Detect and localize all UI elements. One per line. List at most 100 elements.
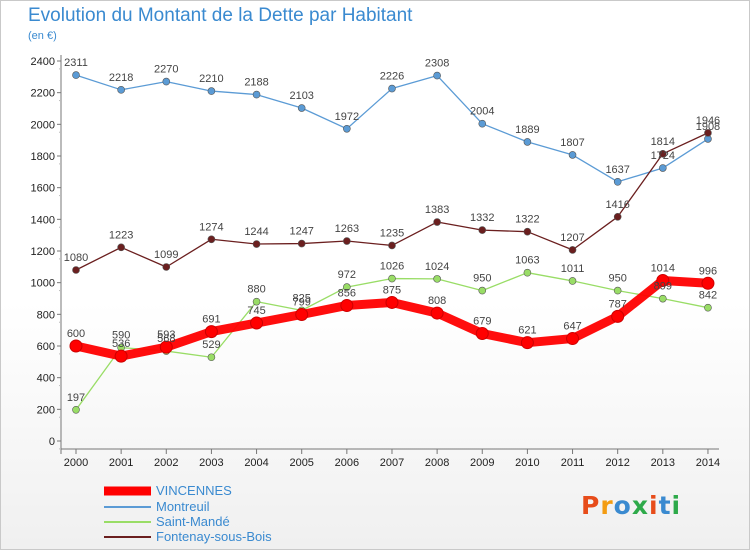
data-label: 536	[112, 338, 130, 350]
data-label: 593	[157, 329, 175, 341]
x-tick-label: 2005	[289, 457, 313, 469]
data-label: 2226	[380, 71, 404, 83]
data-label: 1416	[605, 199, 629, 211]
logo-letter: x	[631, 491, 649, 520]
logo-letter: o	[613, 491, 632, 520]
data-point	[343, 124, 351, 133]
x-tick-label: 2011	[561, 457, 585, 469]
data-label: 1274	[199, 221, 223, 233]
chart-title: Evolution du Montant de la Dette par Hab…	[28, 5, 413, 26]
data-label: 856	[338, 287, 356, 299]
data-point	[566, 332, 580, 346]
data-point	[701, 276, 715, 290]
data-label: 1946	[696, 115, 720, 127]
data-point	[343, 283, 351, 291]
data-label: 691	[202, 314, 220, 326]
data-point	[704, 303, 712, 312]
x-tick-label: 2009	[470, 457, 494, 469]
data-label: 1080	[64, 252, 88, 264]
data-label: 950	[473, 273, 491, 285]
data-point	[72, 266, 80, 274]
logo-letter: i	[649, 491, 659, 520]
data-point	[114, 349, 128, 363]
y-tick-label: 1600	[31, 183, 55, 195]
data-point	[207, 87, 216, 95]
data-point	[207, 353, 216, 362]
data-point	[613, 213, 622, 221]
chart-unit: (en €)	[28, 30, 57, 42]
data-point	[433, 71, 441, 80]
data-label: 1807	[560, 137, 584, 149]
data-point	[162, 263, 171, 271]
data-label: 529	[202, 339, 220, 351]
y-tick-label: 200	[37, 404, 55, 416]
x-tick-label: 2007	[380, 457, 404, 469]
data-label: 825	[293, 292, 311, 304]
data-label: 2004	[470, 106, 494, 118]
data-point	[613, 286, 622, 295]
data-label: 1637	[605, 164, 629, 176]
x-tick-label: 2014	[696, 457, 720, 469]
data-label: 1724	[651, 150, 675, 162]
data-label: 590	[112, 330, 130, 342]
data-point	[704, 129, 712, 137]
x-tick-label: 2004	[244, 457, 268, 469]
data-point	[162, 77, 171, 86]
data-point	[520, 336, 534, 350]
data-point	[388, 84, 396, 93]
y-tick-label: 2400	[31, 56, 55, 68]
data-point	[568, 151, 577, 159]
data-point	[523, 138, 532, 146]
data-point	[117, 243, 125, 252]
y-tick-label: 600	[37, 341, 55, 353]
data-point	[252, 240, 261, 248]
data-point	[478, 119, 487, 128]
data-point	[252, 90, 261, 99]
data-point	[69, 339, 83, 353]
logo-letter: t	[658, 491, 672, 520]
data-label: 621	[518, 325, 536, 337]
data-label: 600	[67, 328, 85, 340]
data-point	[478, 286, 487, 295]
data-label: 787	[609, 298, 627, 310]
data-point	[252, 297, 261, 306]
data-label: 1223	[109, 229, 133, 241]
data-label: 1972	[335, 111, 359, 123]
x-tick-label: 2000	[64, 457, 88, 469]
data-label: 880	[247, 284, 265, 296]
data-point	[385, 295, 399, 309]
logo-letter: P	[581, 491, 601, 520]
data-point	[117, 86, 125, 94]
data-point	[475, 326, 489, 340]
data-label: 1063	[515, 255, 539, 267]
legend-label: Montreuil	[156, 499, 210, 514]
data-label: 1247	[289, 226, 313, 238]
data-label: 899	[654, 281, 672, 293]
x-tick-label: 2008	[425, 457, 449, 469]
data-point	[568, 277, 577, 285]
x-tick-label: 2010	[515, 457, 539, 469]
logo-letter: i	[671, 491, 682, 520]
data-label: 1889	[515, 124, 539, 136]
data-point	[72, 406, 80, 414]
x-tick-label: 2006	[335, 457, 359, 469]
data-label: 2188	[244, 77, 268, 89]
y-tick-label: 2000	[31, 119, 55, 131]
data-label: 1207	[560, 232, 584, 244]
proxiti-logo: Proxiti	[581, 491, 681, 520]
y-tick-label: 400	[37, 373, 55, 385]
data-point	[388, 274, 396, 283]
data-point	[659, 294, 667, 303]
legend-label: VINCENNES	[156, 483, 232, 498]
y-tick-label: 800	[37, 309, 55, 321]
data-label: 950	[609, 273, 627, 285]
data-label: 1814	[651, 136, 675, 148]
legend-label: Saint-Mandé	[156, 514, 230, 529]
x-tick-label: 2003	[199, 457, 223, 469]
data-point	[659, 164, 667, 172]
data-point	[611, 309, 625, 323]
data-label: 799	[293, 296, 311, 308]
data-label: 2210	[199, 73, 223, 85]
data-label: 2103	[289, 90, 313, 102]
